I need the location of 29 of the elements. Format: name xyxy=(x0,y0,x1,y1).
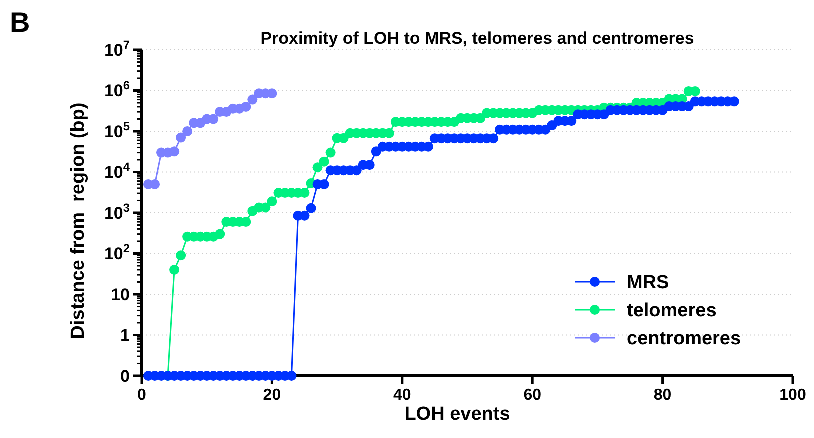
text: B xyxy=(10,7,30,38)
y-axis-title: Distance from region (bp) xyxy=(68,102,89,340)
y-tick-label: 10$^{3}$ xyxy=(104,200,130,223)
x-tick-label: 60 xyxy=(524,387,542,404)
point xyxy=(182,126,193,136)
x-tick-label: 100 xyxy=(780,387,806,404)
x-tick-label: 20 xyxy=(263,387,282,404)
y-tick-label: 0 xyxy=(120,366,130,386)
point xyxy=(241,102,252,112)
y-tick-label: 10$^{7}$ xyxy=(104,38,130,60)
x-axis-title: LOH events xyxy=(404,404,510,425)
point xyxy=(170,146,180,157)
y-tick-label: 10$^{2}$ xyxy=(104,242,130,264)
legend-label: centromeres xyxy=(627,328,742,350)
x-tick-label: 0 xyxy=(138,387,147,404)
y-tick-label: 10$^{4}$ xyxy=(104,160,130,182)
point xyxy=(248,94,258,105)
y-tick-label: 10$^{6}$ xyxy=(104,78,130,101)
point xyxy=(176,132,186,143)
legend-label: MRS xyxy=(627,272,670,294)
point xyxy=(150,180,160,190)
x-tick-label: 40 xyxy=(394,387,412,404)
y-tick-label: 1 xyxy=(120,326,130,346)
chart-title: Proximity of LOH to MRS, telomeres and centromeres xyxy=(260,29,694,48)
legend-label: telomeres xyxy=(627,300,717,322)
y-tick-label: 10 xyxy=(111,285,130,304)
x-tick-label: 80 xyxy=(654,387,672,404)
y-tick-label: 10$^{5}$ xyxy=(104,119,130,142)
point xyxy=(208,114,219,124)
